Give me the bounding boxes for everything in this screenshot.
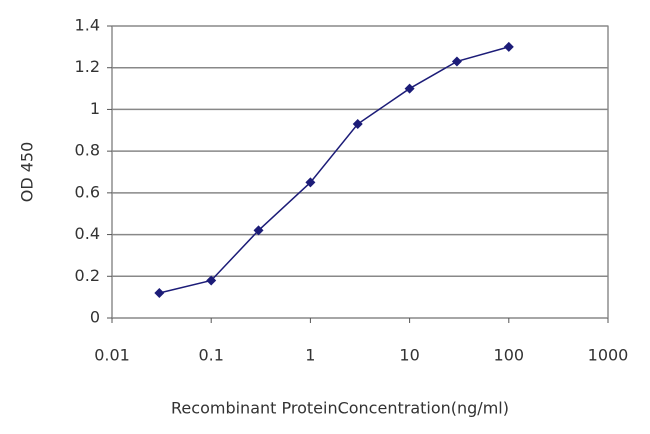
series-line (159, 46, 510, 294)
data-point (154, 287, 165, 298)
plot-frame (111, 25, 609, 319)
x-tick-label: 1 (305, 346, 315, 365)
x-tick-label: 1000 (588, 346, 629, 365)
y-tick-label: 1 (90, 99, 100, 118)
x-tick-label: 10 (399, 346, 419, 365)
y-tick-label: 0.8 (75, 141, 100, 160)
y-tick-label: 1.2 (75, 57, 100, 76)
y-axis-label: OD 450 (18, 142, 37, 203)
data-point (206, 275, 217, 286)
x-tick-label: 0.01 (94, 346, 130, 365)
y-tick-label: 0.6 (75, 182, 100, 201)
data-point (451, 56, 462, 67)
data-point (404, 83, 415, 94)
y-tick-label: 0.2 (75, 266, 100, 285)
data-point (253, 225, 264, 236)
x-axis-label: Recombinant ProteinConcentration(ng/ml) (171, 399, 509, 418)
y-tick-label: 1.4 (75, 16, 100, 35)
x-tick-label: 100 (494, 346, 525, 365)
data-point (305, 177, 316, 188)
data-point (352, 119, 363, 130)
x-tick-label: 0.1 (198, 346, 223, 365)
y-tick-label: 0 (90, 308, 100, 327)
data-point (503, 41, 514, 52)
y-tick-label: 0.4 (75, 224, 100, 243)
